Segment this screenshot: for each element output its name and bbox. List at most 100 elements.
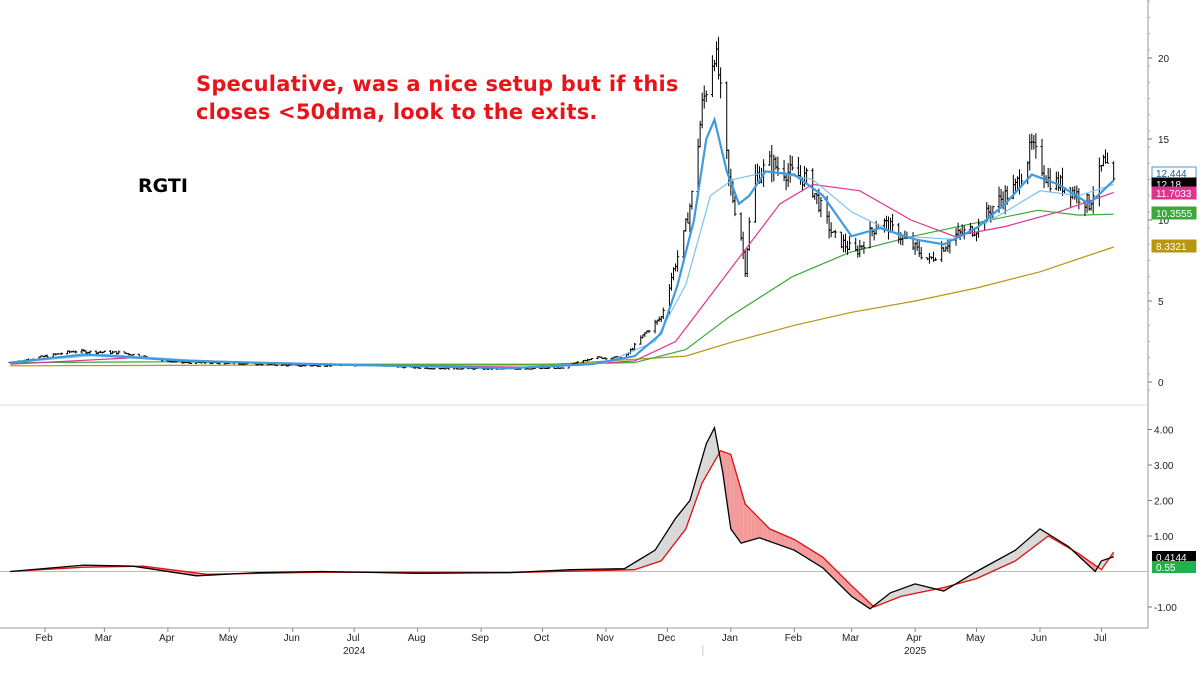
price-bar (686, 212, 690, 224)
osc-fill (919, 584, 924, 593)
osc-fill (767, 526, 772, 543)
price-bar (811, 168, 815, 198)
osc-fill (1037, 530, 1043, 544)
osc-fill (677, 510, 682, 540)
price-bar (1054, 171, 1058, 191)
price-bar (798, 165, 803, 185)
price-bar (188, 362, 192, 365)
x-tick-label: Apr (906, 633, 922, 644)
value-tag-label: 11.7033 (1156, 189, 1192, 200)
osc-fill (788, 536, 793, 550)
osc-fill (886, 592, 891, 603)
price-bar (788, 155, 792, 183)
price-bar (676, 250, 680, 272)
price-bar (962, 225, 966, 240)
price-bar (45, 354, 49, 358)
price-bar (927, 253, 932, 264)
value-tag-box (1151, 186, 1197, 200)
price-bar (604, 357, 608, 361)
price-bar (999, 188, 1003, 208)
price-bar (1105, 152, 1110, 164)
price-bar (1077, 188, 1081, 210)
price-bar (88, 350, 92, 355)
price-bar (796, 156, 801, 177)
osc-value-tag-box (1152, 551, 1196, 563)
osc-fill (898, 588, 903, 598)
x-tick-label: Feb (35, 633, 53, 644)
value-tag: 10.3555 (1151, 206, 1197, 220)
osc-tick-label: 2.00 (1154, 497, 1174, 508)
price-bar (774, 156, 778, 170)
price-bar (661, 307, 665, 319)
osc-fill (661, 534, 666, 561)
price-bar (117, 350, 121, 355)
osc-fill (980, 567, 985, 577)
price-bar (102, 350, 107, 353)
value-tag-label: 8.3321 (1156, 242, 1187, 253)
osc-fill (685, 500, 690, 529)
moving-averages-layer (10, 116, 1115, 370)
price-bar (639, 335, 643, 345)
osc-line (10, 425, 1114, 610)
x-tick-label: Oct (534, 633, 550, 644)
price-bar (303, 365, 307, 367)
osc-fill (923, 585, 928, 592)
osc-fill (1005, 553, 1010, 566)
price-bar (872, 230, 876, 241)
price-bar (790, 156, 794, 171)
value-tag-label: 12.444 (1156, 169, 1187, 180)
osc-fill (771, 529, 776, 544)
price-bar (561, 367, 565, 369)
price-bar (690, 190, 694, 210)
price-bar (782, 160, 786, 182)
x-tick-label: Apr (159, 633, 175, 644)
price-tick-label: 5 (1158, 297, 1164, 308)
osc-value-tag-box (1152, 561, 1196, 573)
osc-signal-line (10, 450, 1115, 608)
osc-fill (743, 496, 748, 543)
price-bar (858, 239, 862, 258)
price-bar (1003, 185, 1007, 215)
price-bar (716, 36, 721, 80)
price-bar (753, 164, 758, 223)
x-tick-label: Jul (1094, 633, 1107, 644)
osc-fill (996, 558, 1002, 570)
osc-fill (804, 545, 809, 560)
osc-fill (1099, 560, 1104, 569)
price-bar (862, 241, 866, 254)
price-bar (432, 368, 436, 370)
price-bar (700, 92, 704, 129)
year-label: 2025 (904, 646, 927, 657)
osc-fill (792, 538, 797, 552)
osc-fill (726, 452, 731, 529)
price-bar (1028, 134, 1032, 171)
price-bar (915, 240, 919, 251)
price-bar (888, 217, 893, 233)
osc-fill (796, 540, 801, 555)
price-bar (131, 353, 135, 356)
value-tag-box (1151, 239, 1197, 253)
osc-fill (693, 472, 699, 506)
price-bar (919, 247, 923, 260)
price-bar (446, 367, 450, 370)
x-tick-label: Mar (95, 633, 113, 644)
osc-fill (816, 553, 821, 567)
axis-layer: 0 5 10 15 20 -1.00 1.00 2.00 3.00 4.00 Feb Mar Apr Ma… (0, 0, 1177, 657)
osc-fill (763, 522, 768, 541)
osc-tick-label: 1.00 (1154, 532, 1174, 543)
price-tick-label: 20 (1158, 54, 1170, 65)
osc-fill (890, 591, 895, 601)
osc-fill (722, 451, 727, 501)
osc-fill (681, 505, 686, 535)
price-bar (702, 85, 706, 109)
price-bar (710, 55, 715, 98)
osc-fill (775, 531, 780, 546)
value-tag: 11.7033 (1151, 186, 1197, 200)
price-bar (747, 217, 751, 251)
price-bar (917, 241, 921, 257)
ma-50-layer (10, 209, 1114, 365)
osc-fill (902, 586, 907, 596)
price-bar (1056, 171, 1060, 192)
osc-fill (644, 553, 649, 567)
price-bar (712, 59, 717, 72)
